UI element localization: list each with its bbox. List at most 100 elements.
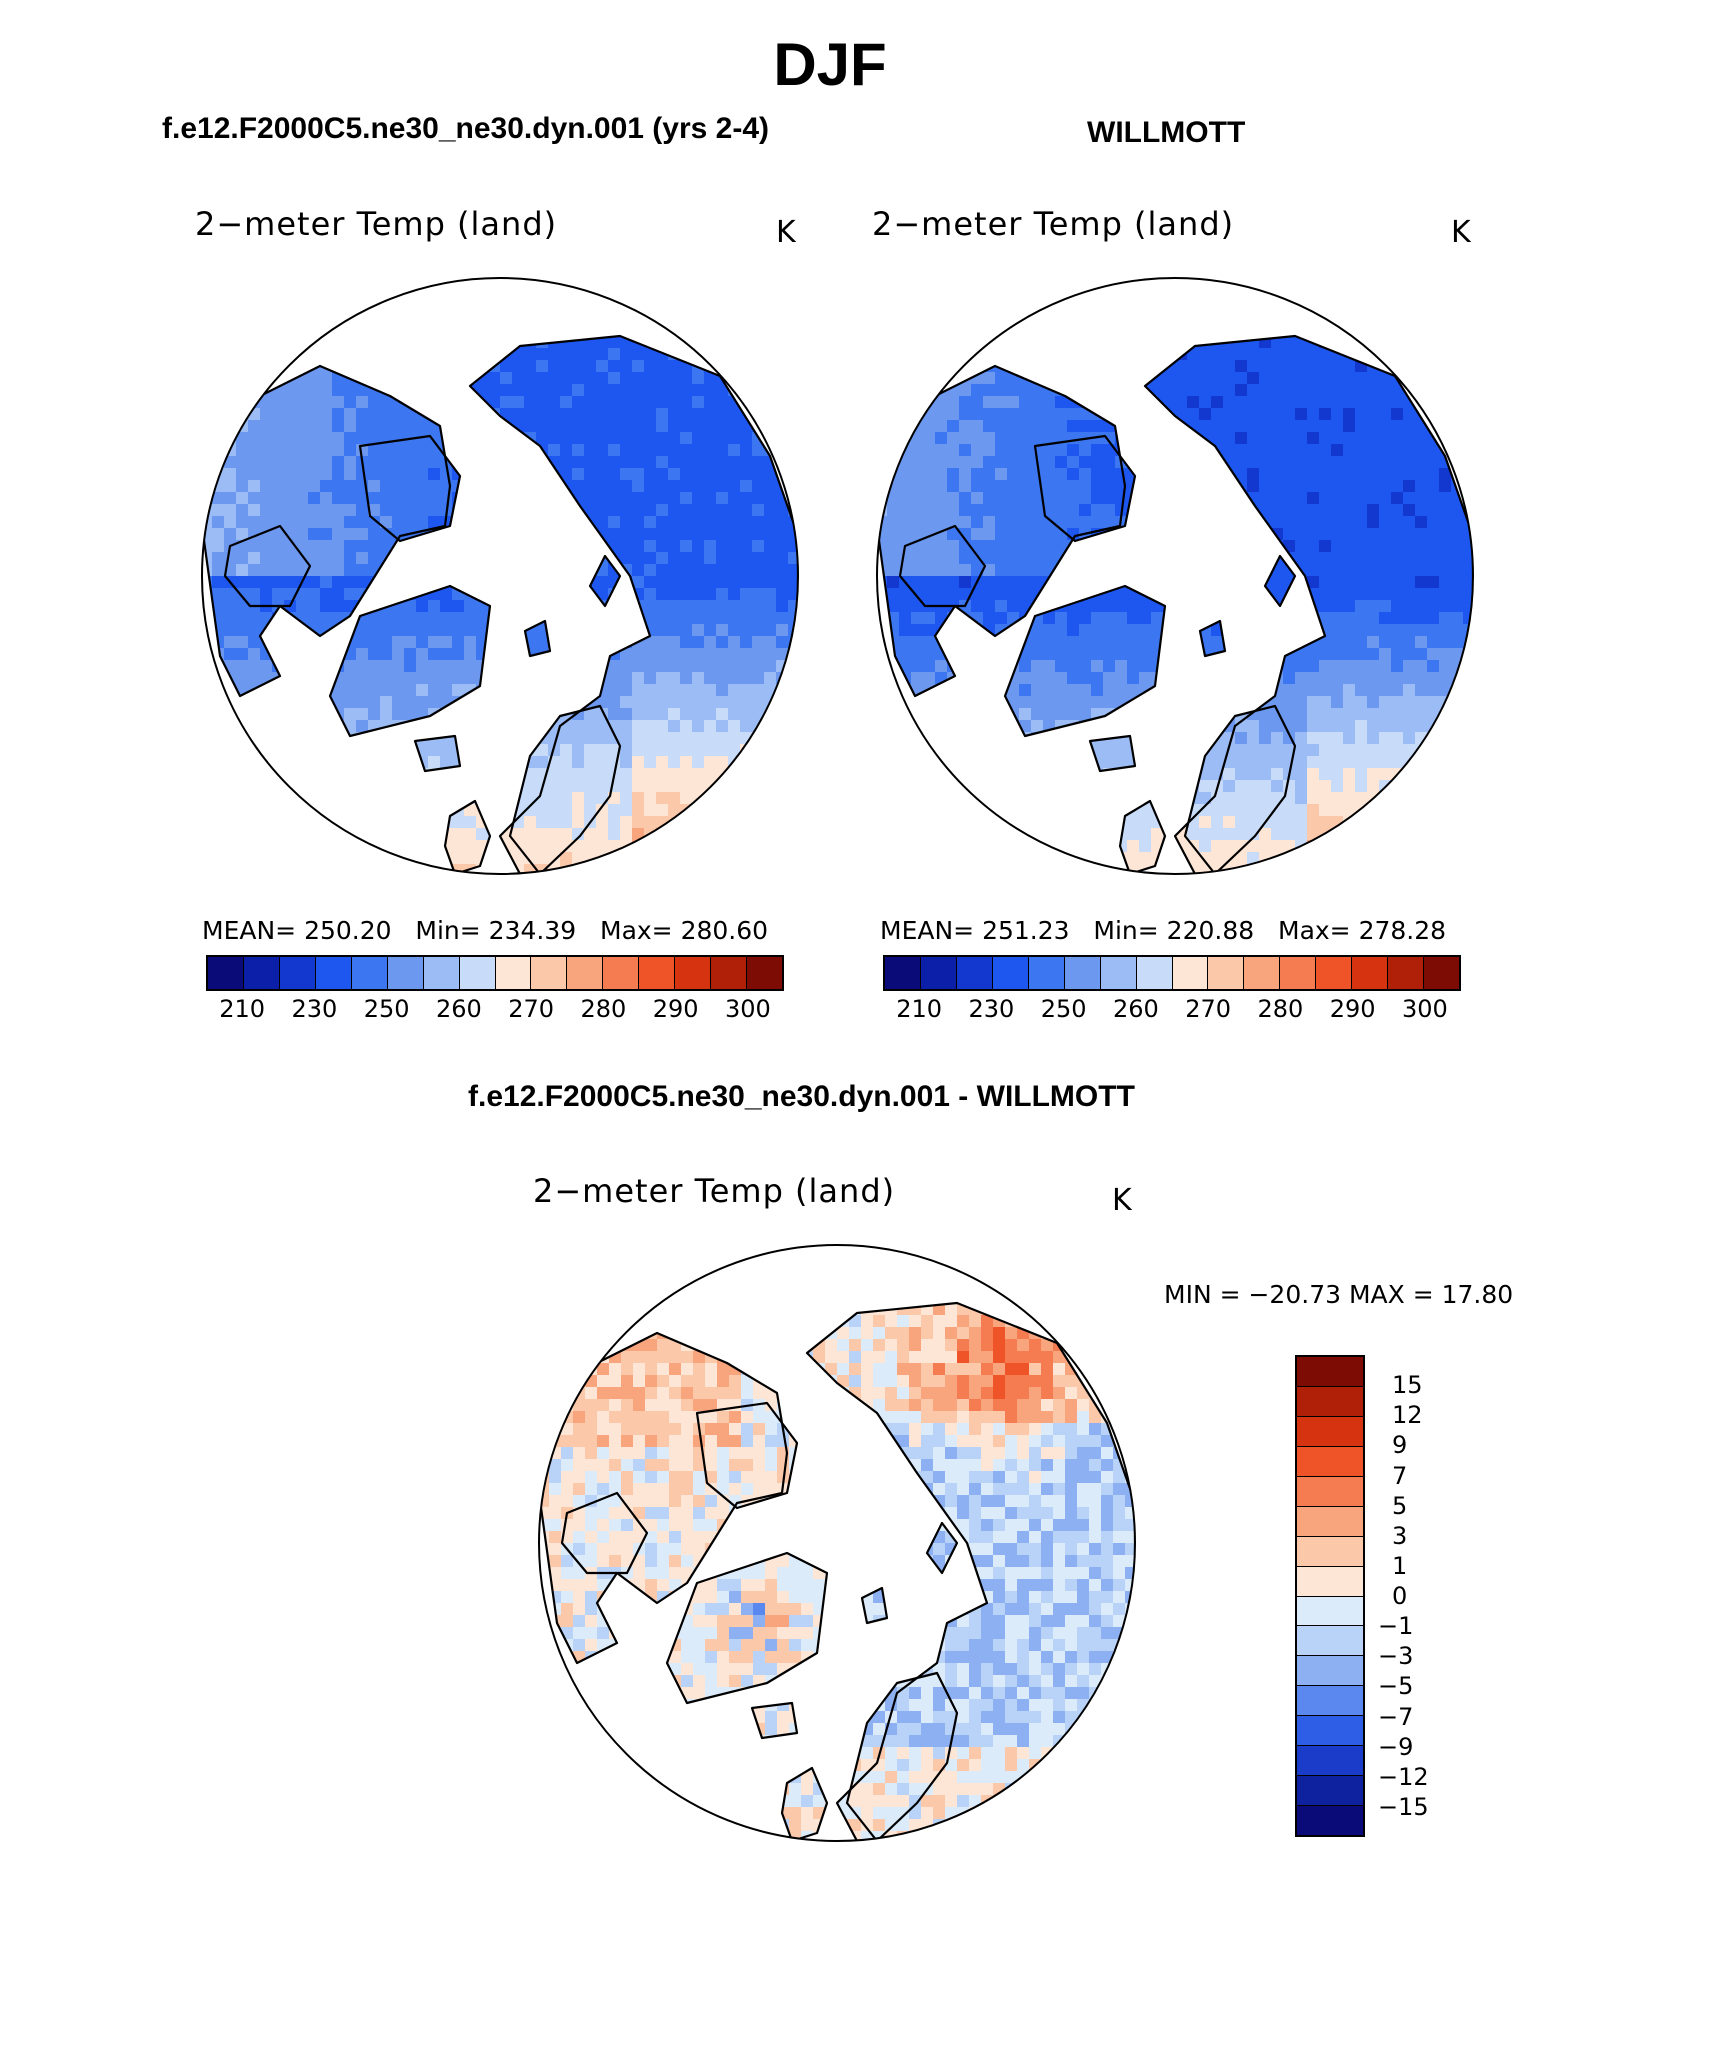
panel2-max: 278.28 xyxy=(1358,916,1447,945)
panel1-colorbar-swatch xyxy=(603,957,640,989)
panel2-colorbar-swatch xyxy=(1316,957,1353,989)
panel1-max: 280.60 xyxy=(680,916,769,945)
panel1-variable-title: 2−meter Temp (land) xyxy=(195,205,558,243)
panel1-colorbar-swatch xyxy=(747,957,782,989)
panel1-colorbar-ticks: 210 230 250 260 270 280 290 300 xyxy=(206,995,784,1027)
panel1-colorbar-swatch xyxy=(423,957,460,989)
panel1-mean-label: MEAN= xyxy=(202,916,297,945)
panel2-colorbar-swatch xyxy=(1172,957,1209,989)
panel2-colorbar-tick-label: 300 xyxy=(1401,995,1448,1023)
panel3-colorbar-tick-label: 3 xyxy=(1392,1521,1408,1550)
panel3-units: K xyxy=(1112,1183,1132,1218)
panel3-colorbar-tick-label: 0 xyxy=(1392,1582,1408,1610)
panel1-min: 234.39 xyxy=(488,916,577,945)
panel1-max-label: Max= xyxy=(600,916,673,945)
panel1-polar-map xyxy=(201,277,799,875)
panel2-colorbar-tick-label: 260 xyxy=(1112,995,1159,1023)
panel1-colorbar-swatch xyxy=(208,957,244,989)
panel3-colorbar-swatch xyxy=(1297,1566,1363,1597)
panel2-colorbar-tick-label: 230 xyxy=(968,995,1015,1023)
panel3-polar-map xyxy=(538,1244,1136,1842)
panel2-stats: MEAN= 251.23 Min= 220.88 Max= 278.28 xyxy=(880,916,1446,945)
panel3-colorbar-tick-label: 9 xyxy=(1392,1431,1408,1460)
panel1-colorbar-tick-label: 290 xyxy=(652,995,699,1023)
panel2-min: 220.88 xyxy=(1166,916,1255,945)
panel3-colorbar-swatch xyxy=(1297,1446,1363,1477)
panel3-colorbar-tick-label: 7 xyxy=(1392,1461,1408,1490)
map-coastlines xyxy=(539,1301,1135,1841)
panel3-colorbar xyxy=(1295,1355,1365,1837)
map-coastlines xyxy=(202,334,798,874)
panel2-polar-map xyxy=(876,277,1474,875)
panel2-colorbar-swatch xyxy=(1352,957,1389,989)
panel1-colorbar-tick-label: 300 xyxy=(724,995,771,1023)
panel3-colorbar-ticks: 15 12 9 7 5 3 1 0 −1 −3 −5 −7 −9 −12 −15 xyxy=(1378,1355,1478,1837)
case-title-obs: WILLMOTT xyxy=(1087,116,1246,149)
panel3-colorbar-swatch xyxy=(1297,1686,1363,1717)
panel1-stats: MEAN= 250.20 Min= 234.39 Max= 280.60 xyxy=(202,916,768,945)
panel2-mean: 251.23 xyxy=(982,916,1070,945)
panel3-colorbar-swatch xyxy=(1297,1716,1363,1747)
panel3-colorbar-swatch xyxy=(1297,1776,1363,1807)
panel1-colorbar-tick-label: 230 xyxy=(291,995,338,1023)
panel3-colorbar-tick-label: 12 xyxy=(1392,1401,1423,1430)
panel3-colorbar-swatch xyxy=(1297,1536,1363,1567)
panel3-colorbar-swatch xyxy=(1297,1357,1363,1387)
panel1-colorbar-swatch xyxy=(531,957,568,989)
map-boundary xyxy=(538,1244,1136,1842)
panel2-colorbar-swatch xyxy=(920,957,957,989)
panel1-colorbar-swatch xyxy=(387,957,424,989)
figure-title: DJF xyxy=(773,31,887,98)
case-title-difference: f.e12.F2000C5.ne30_ne30.dyn.001 - WILLMO… xyxy=(468,1080,1135,1113)
panel3-variable-title: 2−meter Temp (land) xyxy=(533,1172,896,1210)
panel1-colorbar-tick-label: 280 xyxy=(580,995,627,1023)
panel3-colorbar-swatch xyxy=(1297,1416,1363,1447)
panel3-colorbar-swatch xyxy=(1297,1746,1363,1777)
panel2-colorbar-tick-label: 210 xyxy=(896,995,943,1023)
panel2-colorbar-ticks: 210 230 250 260 270 280 290 300 xyxy=(883,995,1461,1027)
panel3-colorbar-tick-label: 5 xyxy=(1392,1491,1408,1520)
panel2-colorbar-swatch xyxy=(1028,957,1065,989)
panel2-colorbar-tick-label: 280 xyxy=(1257,995,1304,1023)
panel2-colorbar-swatch xyxy=(1280,957,1317,989)
panel2-colorbar-swatch xyxy=(992,957,1029,989)
panel3-colorbar-swatch xyxy=(1297,1806,1363,1835)
panel3-colorbar-tick-label: −7 xyxy=(1378,1702,1414,1731)
panel3-colorbar-swatch xyxy=(1297,1596,1363,1627)
panel2-colorbar xyxy=(883,955,1461,991)
panel2-colorbar-swatch xyxy=(1136,957,1173,989)
panel2-colorbar-tick-label: 290 xyxy=(1329,995,1376,1023)
panel3-colorbar-swatch xyxy=(1297,1626,1363,1657)
panel2-colorbar-swatch xyxy=(1424,957,1459,989)
panel2-colorbar-swatch xyxy=(1208,957,1245,989)
panel1-colorbar-swatch xyxy=(243,957,280,989)
panel3-colorbar-tick-label: −12 xyxy=(1378,1762,1429,1791)
panel1-colorbar-tick-label: 210 xyxy=(219,995,266,1023)
panel2-colorbar-tick-label: 250 xyxy=(1040,995,1087,1023)
panel2-units: K xyxy=(1451,215,1471,250)
panel3-colorbar-tick-label: −1 xyxy=(1378,1612,1414,1641)
panel3-colorbar-tick-label: 1 xyxy=(1392,1551,1408,1580)
panel3-colorbar-tick-label: −5 xyxy=(1378,1672,1414,1701)
panel3-colorbar-swatch xyxy=(1297,1386,1363,1417)
panel1-colorbar-swatch xyxy=(675,957,712,989)
panel2-mean-label: MEAN= xyxy=(880,916,975,945)
panel2-colorbar-swatch xyxy=(885,957,921,989)
panel1-colorbar-tick-label: 250 xyxy=(363,995,410,1023)
panel1-colorbar-swatch xyxy=(351,957,388,989)
panel2-colorbar-tick-label: 270 xyxy=(1185,995,1232,1023)
panel2-max-label: Max= xyxy=(1278,916,1351,945)
panel1-colorbar-swatch xyxy=(711,957,748,989)
panel3-minmax: MIN = −20.73 MAX = 17.80 xyxy=(1164,1280,1514,1309)
map-coastlines xyxy=(877,334,1473,874)
map-boundary xyxy=(201,277,799,875)
panel2-colorbar-swatch xyxy=(1064,957,1101,989)
panel1-colorbar-swatch xyxy=(495,957,532,989)
panel3-colorbar-swatch xyxy=(1297,1476,1363,1507)
panel1-min-label: Min= xyxy=(415,916,481,945)
case-title-model: f.e12.F2000C5.ne30_ne30.dyn.001 (yrs 2-4… xyxy=(162,112,770,145)
panel1-colorbar-swatch xyxy=(639,957,676,989)
panel1-colorbar-tick-label: 260 xyxy=(435,995,482,1023)
panel3-colorbar-swatch xyxy=(1297,1506,1363,1537)
panel2-colorbar-swatch xyxy=(1244,957,1281,989)
